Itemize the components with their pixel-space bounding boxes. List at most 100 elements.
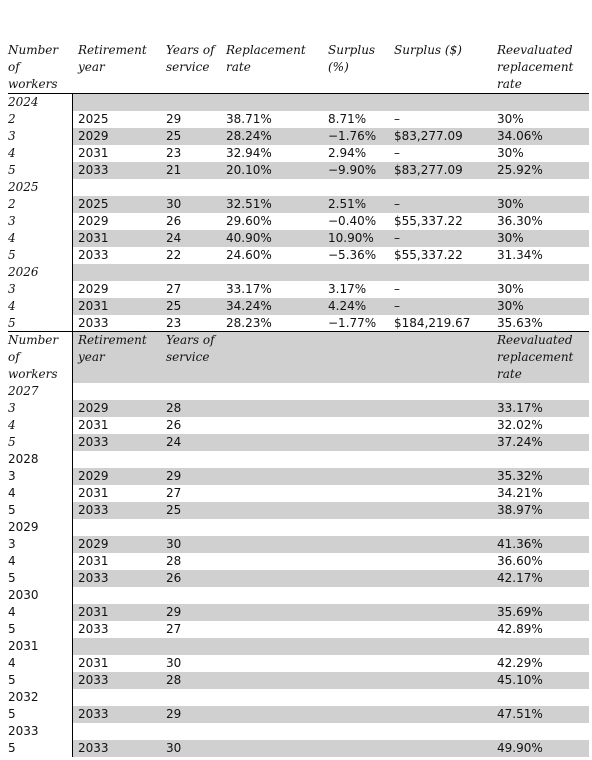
column-header: Years of service [166,333,215,364]
column-header: Retirement year [78,333,147,364]
table-cell: 5 [8,248,16,262]
table-cell: 5 [8,163,16,177]
table-cell: 25.92% [497,163,543,177]
row-band [72,162,589,179]
table-cell: 2033 [78,503,109,517]
table-cell: 2 [8,197,16,211]
group-year: 2030 [8,588,39,602]
table-cell: 3 [8,537,16,551]
table-cell: 33.17% [226,282,272,296]
row-band [72,230,589,247]
table-cell: 2033 [78,435,109,449]
table-cell: 2029 [78,214,109,228]
row-band [72,196,589,213]
table-cell: 4 [8,486,16,500]
table-cell: 5 [8,435,16,449]
table-cell: −5.36% [328,248,377,262]
table-cell: 42.29% [497,656,543,670]
table-cell: 3.17% [328,282,367,296]
table-cell: 2031 [78,554,109,568]
row-band [72,706,589,723]
table-cell: 22 [166,248,182,262]
table-cell: 2031 [78,656,109,670]
table-cell: 40.90% [226,231,272,245]
table-cell: 36.60% [497,554,543,568]
table-cell: 25 [166,299,182,313]
row-band [72,298,589,315]
table-cell: 3 [8,129,16,143]
table-cell: 20.10% [226,163,272,177]
table-cell: 2033 [78,571,109,585]
table-cell: 5 [8,741,16,755]
table-cell: 37.24% [497,435,543,449]
table-cell: 2025 [78,197,109,211]
table-cell: 42.89% [497,622,543,636]
table-cell: $83,277.09 [394,129,463,143]
table-cell: 2 [8,112,16,126]
column-rule [72,94,73,757]
group-year: 2029 [8,520,39,534]
table-cell: 27 [166,486,182,500]
table-cell: 3 [8,401,16,415]
table-cell: −9.90% [328,163,377,177]
table-cell: – [394,197,400,211]
row-band [72,604,589,621]
table-cell: 32.94% [226,146,272,160]
column-header: Reevaluated replacement rate [497,333,574,381]
table-cell: 28 [166,673,182,687]
table-cell: 23 [166,146,182,160]
table-cell: 25 [166,129,182,143]
table-cell: – [394,231,400,245]
table-cell: 4 [8,605,16,619]
table-cell: 4 [8,656,16,670]
row-band [72,94,589,111]
table-cell: 23 [166,316,182,330]
table-cell: 24 [166,435,182,449]
table-cell: $55,337.22 [394,248,463,262]
table-cell: 2025 [78,112,109,126]
table-cell: 33.17% [497,401,543,415]
column-header: Reevaluated replacement rate [497,43,574,91]
table-cell: 5 [8,673,16,687]
table-cell: 4 [8,299,16,313]
group-year: 2024 [8,95,39,109]
table-cell: $184,219.67 [394,316,471,330]
table-cell: 29 [166,469,182,483]
table-cell: 29 [166,605,182,619]
table-cell: 3 [8,469,16,483]
row-band [72,434,589,451]
table-cell: 42.17% [497,571,543,585]
table-cell: 28.23% [226,316,272,330]
table-cell: 29 [166,112,182,126]
group-year: 2028 [8,452,39,466]
table-cell: 2029 [78,537,109,551]
table-cell: 2029 [78,401,109,415]
table-cell: – [394,299,400,313]
table-cell: 30 [166,741,182,755]
row-band [72,672,589,689]
column-header: Number of workers [8,43,59,91]
table-cell: 26 [166,214,182,228]
table-cell: 2033 [78,673,109,687]
table-cell: 2031 [78,486,109,500]
table-cell: 2031 [78,146,109,160]
column-header: Retirement year [78,43,147,74]
table-cell: 2029 [78,282,109,296]
table-cell: 30% [497,197,524,211]
table-cell: 34.21% [497,486,543,500]
table-cell: 30% [497,299,524,313]
table-cell: – [394,146,400,160]
row-band [72,536,589,553]
table-cell: 21 [166,163,182,177]
table-cell: 2033 [78,248,109,262]
table-cell: 47.51% [497,707,543,721]
table-cell: 38.97% [497,503,543,517]
table-cell: – [394,282,400,296]
table-cell: 30 [166,537,182,551]
column-header: Years of service [166,43,215,74]
table-cell: 28 [166,401,182,415]
table-cell: 5 [8,622,16,636]
table-cell: $83,277.09 [394,163,463,177]
table-cell: 30% [497,112,524,126]
row-band [72,638,589,655]
